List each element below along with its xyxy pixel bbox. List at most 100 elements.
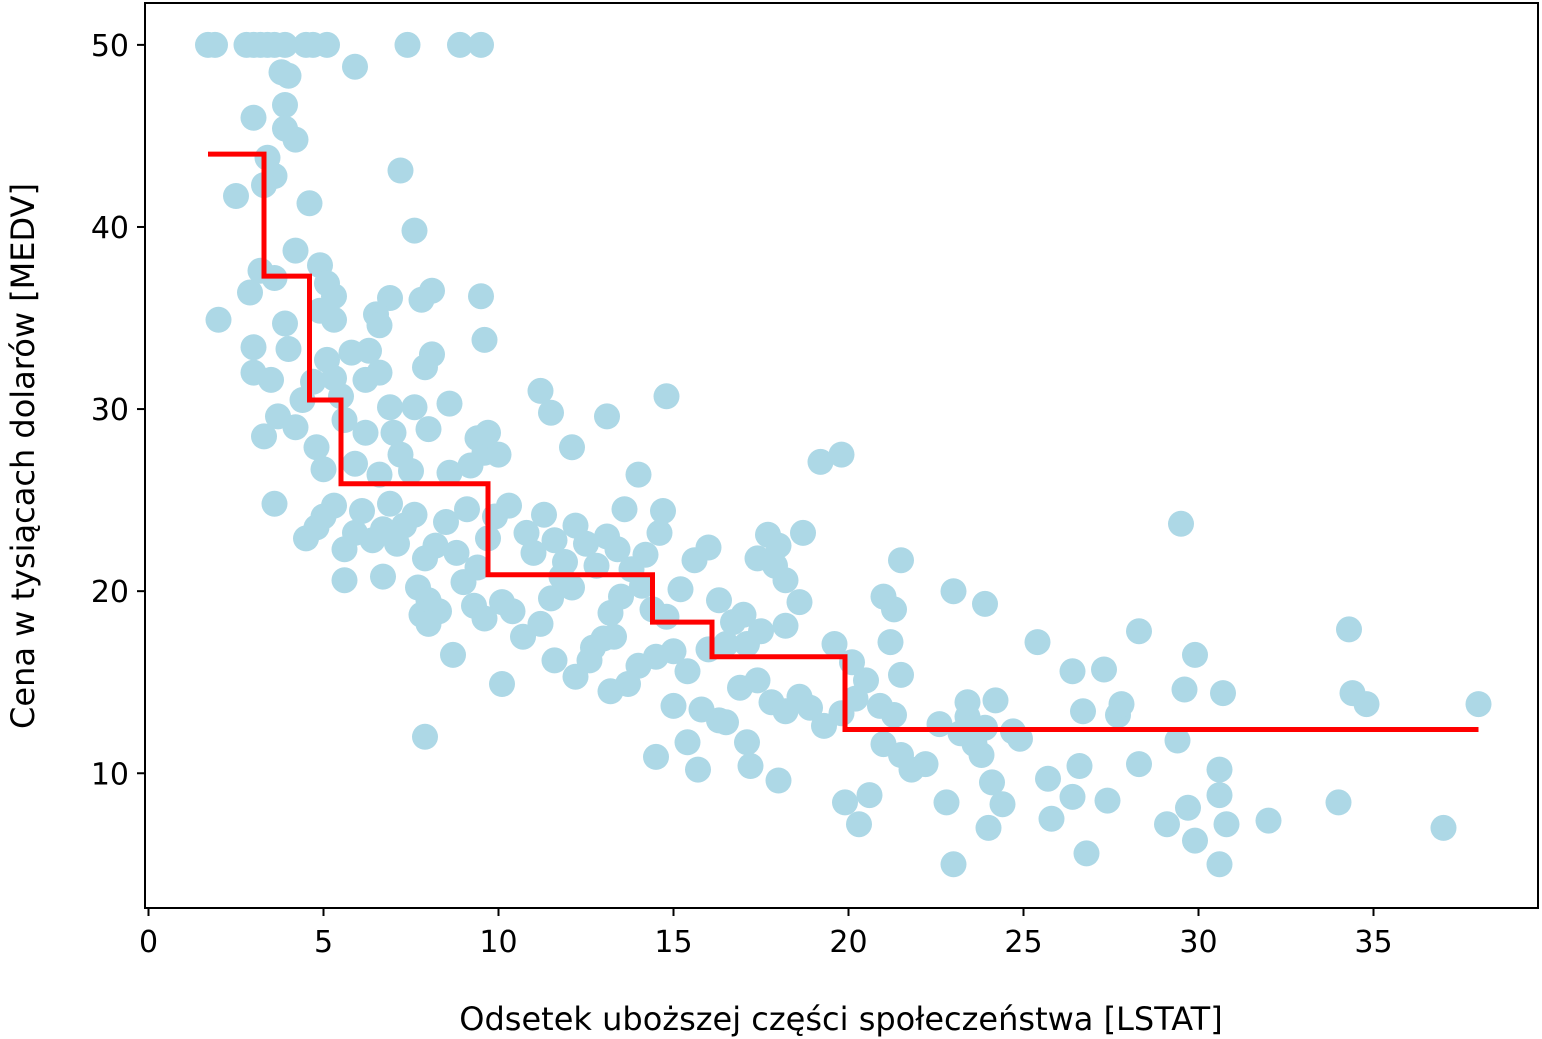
data-point [821,631,848,657]
data-point [601,623,627,650]
data-point [1108,691,1135,718]
data-point [1066,753,1093,779]
data-point [471,605,498,632]
data-point [797,694,823,721]
x-tick-label: 5 [314,925,333,960]
data-point [349,498,375,524]
data-point [450,569,477,596]
data-point [790,519,816,546]
data-point [303,434,330,461]
y-tick-label: 10 [91,757,129,792]
data-point [1430,814,1457,841]
data-point [559,574,585,601]
data-point [531,501,557,528]
data-point [401,217,428,244]
data-point [223,183,249,209]
data-point [856,782,883,809]
data-point [1206,782,1233,809]
data-point [342,450,368,477]
data-point [321,306,347,333]
data-point [422,532,449,559]
data-point [282,126,309,153]
x-tick-label: 20 [829,925,867,960]
data-point [912,751,939,778]
data-point [433,509,459,535]
data-point [1073,840,1100,867]
data-point [352,419,379,446]
data-point [370,563,396,590]
data-point [667,576,694,603]
data-point [881,596,907,623]
data-point [251,423,277,450]
regression-step-line [208,151,1479,732]
data-point [1094,787,1121,814]
x-tick-label: 30 [1179,925,1217,960]
data-point [881,702,907,728]
data-point [597,678,624,705]
data-point [765,767,792,794]
data-point [237,279,263,306]
data-point [331,567,358,594]
data-point [282,237,309,264]
data-point [342,53,368,80]
data-point [310,456,337,483]
data-point [352,366,379,393]
data-point [730,601,757,628]
data-point [940,578,967,605]
x-axis-ticks: 0 5 10 15 20 25 30 35 [139,908,1393,960]
data-point [608,583,634,610]
data-point [296,190,323,217]
data-point [240,334,267,361]
data-point [538,585,564,612]
data-point [513,519,540,546]
data-point [1126,618,1152,645]
data-point [415,610,442,637]
data-point [968,742,995,768]
data-point [1325,789,1352,816]
data-point [650,498,676,524]
x-tick-label: 10 [479,925,517,960]
data-point [468,31,494,58]
data-point [643,743,669,770]
data-point [356,337,382,364]
data-point [394,31,421,58]
data-point [1182,641,1208,668]
data-point [202,31,228,58]
data-point [1024,629,1051,656]
data-point [594,403,620,430]
data-point [419,277,445,304]
data-point [1070,698,1096,725]
data-point [331,407,358,433]
data-point [583,552,610,579]
data-point [660,692,687,719]
data-point [576,647,603,674]
data-point [1154,811,1180,838]
data-point [282,414,309,441]
data-point [1007,725,1033,752]
data-point [706,587,732,614]
data-point [1206,851,1233,878]
data-point [1164,727,1191,754]
data-point [853,667,879,694]
data-point [744,667,771,694]
y-tick-label: 30 [91,393,129,428]
data-point [979,769,1005,796]
data-point [468,283,494,310]
data-point [940,851,967,878]
data-point [748,618,774,645]
data-point [272,31,298,58]
data-point [377,490,403,517]
data-point [275,336,302,362]
data-point [982,687,1009,714]
data-point [954,689,981,716]
data-point [541,647,568,674]
data-point [205,306,232,333]
data-point [933,789,960,816]
data-point [762,552,788,579]
data-point [275,62,302,89]
data-point [625,461,652,488]
data-point [559,434,585,461]
y-tick-label: 50 [91,29,129,64]
y-axis-label: Cena w tysiącach dolarów [MEDV] [4,183,42,729]
